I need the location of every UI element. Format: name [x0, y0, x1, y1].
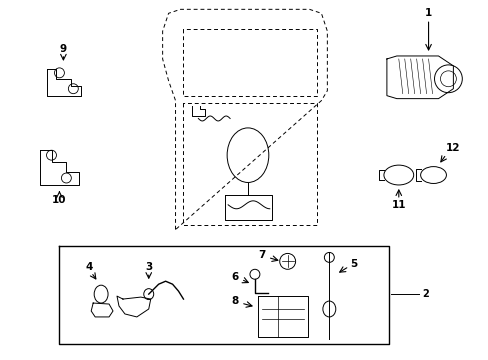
- Text: 3: 3: [145, 262, 152, 272]
- Text: 5: 5: [350, 259, 357, 269]
- Text: 12: 12: [445, 143, 460, 153]
- Text: 7: 7: [258, 251, 265, 260]
- Text: 4: 4: [85, 262, 93, 272]
- Text: 2: 2: [422, 289, 428, 299]
- Text: 6: 6: [231, 272, 238, 282]
- Text: 10: 10: [52, 195, 66, 205]
- Text: 1: 1: [424, 8, 431, 18]
- Text: 8: 8: [231, 296, 238, 306]
- Text: 9: 9: [60, 44, 67, 54]
- Text: 11: 11: [391, 200, 405, 210]
